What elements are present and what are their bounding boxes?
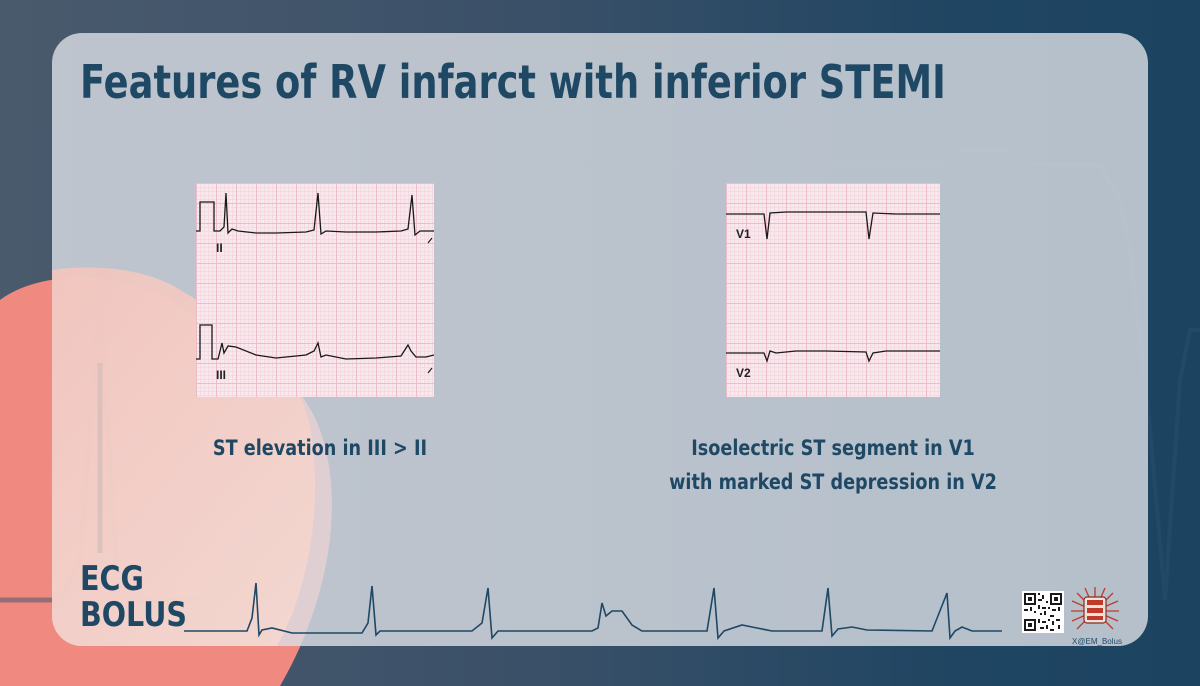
ecg-trace-lead-v2: [726, 350, 940, 364]
ecg-leads-v1-v2: V1 V2: [726, 183, 940, 397]
brand-logo: ECG BOLUS: [80, 561, 187, 633]
caption-left: ST elevation in III > II: [212, 436, 428, 460]
ecg-label-fragment: [427, 237, 433, 374]
content-card: Features of RV infarct with inferior STE…: [52, 33, 1148, 646]
ecg-trace-v1-v2: [726, 211, 940, 364]
brand-line-1: ECG: [80, 559, 144, 599]
lead-label-v1: V1: [736, 227, 751, 241]
bolus-badge-icon: [1071, 587, 1119, 630]
lead-label-ii: II: [216, 241, 223, 255]
caption-right-line1: Isoelectric ST segment in V1: [691, 436, 975, 460]
ecg-leads-ii-iii: II III: [196, 183, 434, 397]
brand-line-2: BOLUS: [80, 595, 187, 635]
lead-label-iii: III: [216, 368, 227, 382]
page-title: Features of RV infarct with inferior STE…: [80, 55, 946, 109]
ecg-trace-lead-iii: [196, 324, 434, 360]
lead-label-v2: V2: [736, 366, 751, 380]
ecg-trace-lead-v1: [726, 211, 940, 240]
social-handle: X@EM_Bolus: [1072, 637, 1122, 646]
ecg-trace-lead-ii: [196, 192, 434, 237]
caption-right-line2: with marked ST depression in V2: [669, 470, 997, 494]
qr-code-icon[interactable]: [1022, 591, 1064, 633]
ecg-trace-ii-iii: [196, 192, 434, 374]
